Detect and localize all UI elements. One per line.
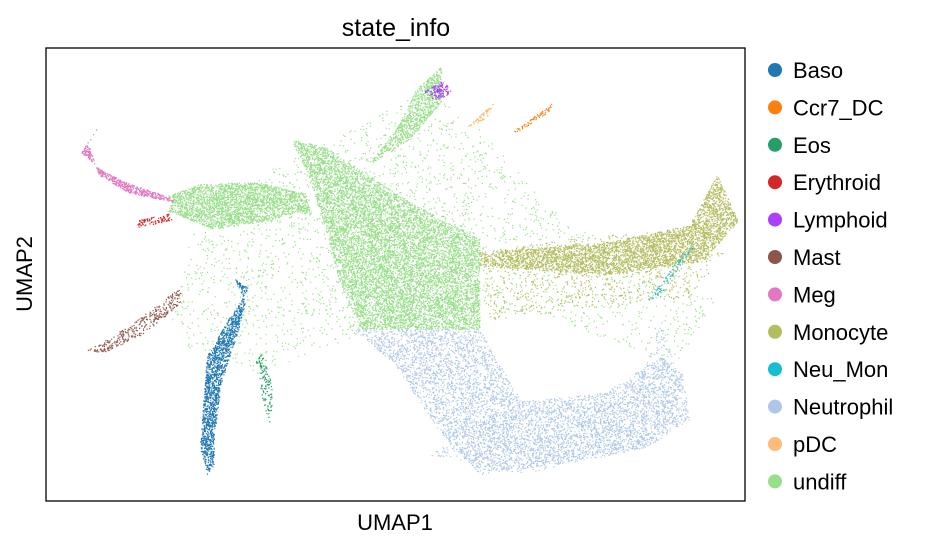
legend-marker <box>768 362 782 377</box>
legend-label: Mast <box>793 245 841 270</box>
legend-label: Baso <box>793 58 843 83</box>
series-points <box>468 103 494 127</box>
series-erythroid <box>137 213 173 228</box>
series-points <box>479 176 738 320</box>
legend-item: Meg <box>768 282 836 307</box>
series-points <box>200 279 249 475</box>
series-points <box>87 289 182 353</box>
scatter-points-layer <box>81 67 738 475</box>
series-points <box>648 247 694 301</box>
legend-marker <box>768 137 782 152</box>
series-neutrophil <box>355 322 690 475</box>
legend-label: Lymphoid <box>793 208 888 233</box>
series-eos <box>256 354 273 423</box>
legend-item: Monocyte <box>768 320 888 345</box>
series-monocyte <box>479 176 738 320</box>
legend-marker <box>768 212 782 227</box>
y-axis-label: UMAP2 <box>12 236 37 312</box>
legend-marker <box>768 100 782 115</box>
legend-marker <box>768 474 782 489</box>
series-points <box>514 103 553 133</box>
plot-frame <box>45 47 746 502</box>
legend-item: Ccr7_DC <box>768 95 884 120</box>
legend-label: Neutrophil <box>793 395 893 420</box>
legend-item: Neutrophil <box>768 395 893 420</box>
legend-marker <box>768 437 782 451</box>
legend-item: Erythroid <box>768 170 881 195</box>
series-points <box>256 354 273 423</box>
series-points <box>168 67 714 374</box>
series-undiff <box>168 67 714 374</box>
legend-label: Eos <box>793 133 831 158</box>
legend-marker <box>768 63 782 77</box>
series-ccr7-dc <box>514 103 553 133</box>
legend-marker <box>768 287 782 302</box>
legend-label: Neu_Mon <box>793 357 888 382</box>
legend-item: Neu_Mon <box>768 357 888 382</box>
series-lymphoid <box>424 81 452 100</box>
legend-label: Meg <box>793 282 836 307</box>
series-baso <box>200 279 249 475</box>
legend-item: pDC <box>768 432 837 457</box>
series-points <box>424 81 452 100</box>
series-meg <box>81 129 174 203</box>
legend-label: Ccr7_DC <box>793 95 884 120</box>
legend-label: Erythroid <box>793 170 881 195</box>
legend-marker <box>768 250 782 264</box>
legend-label: undiff <box>793 469 847 494</box>
series-points <box>355 322 690 475</box>
series-pdc <box>468 103 494 127</box>
legend-item: Mast <box>768 245 841 270</box>
chart-title: state_info <box>342 14 450 42</box>
series-neu-mon <box>648 247 694 301</box>
legend-marker <box>768 399 782 414</box>
legend: Baso Ccr7_DC Eos Erythroid Lymphoid Mast Meg Mo… <box>768 58 893 494</box>
legend-item: Lymphoid <box>768 208 888 233</box>
legend-marker <box>768 175 782 190</box>
series-points <box>137 213 173 228</box>
legend-item: Baso <box>768 58 843 83</box>
series-points <box>81 129 174 203</box>
legend-item: undiff <box>768 469 847 494</box>
legend-label: pDC <box>793 432 837 457</box>
series-mast <box>87 289 182 353</box>
legend-marker <box>768 324 782 339</box>
x-axis-label: UMAP1 <box>357 510 433 535</box>
legend-label: Monocyte <box>793 320 888 345</box>
legend-item: Eos <box>768 133 831 158</box>
